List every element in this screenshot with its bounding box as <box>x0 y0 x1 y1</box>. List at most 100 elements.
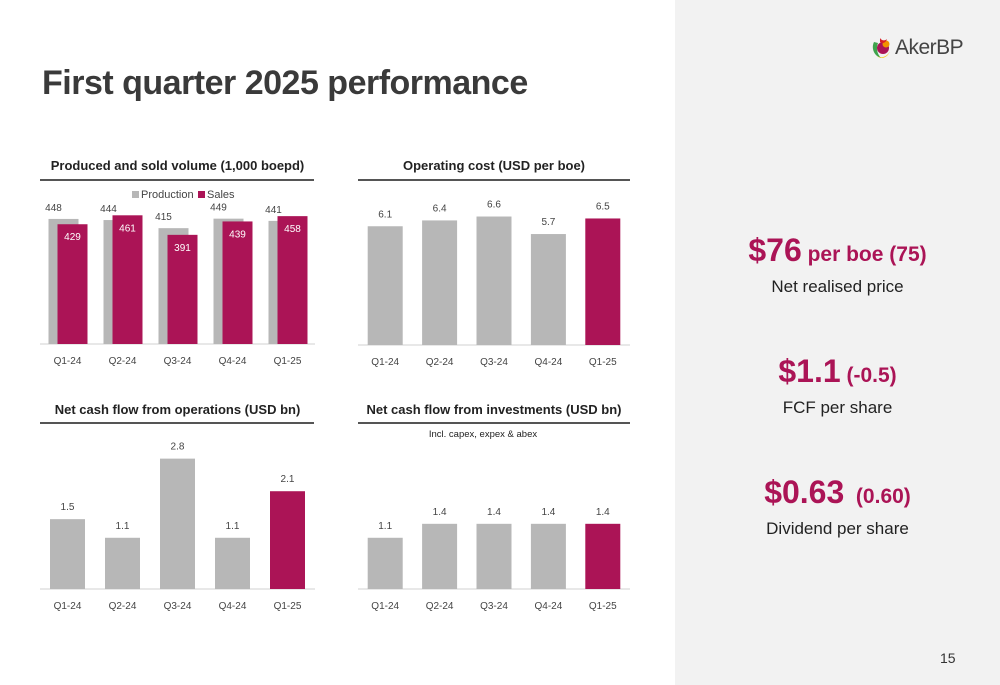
bar <box>530 234 566 345</box>
bar <box>367 537 403 589</box>
chart-opcost: 6.1 6.4 6.6 5.7 6.5 Q1-24 Q2-24 Q3-24 Q4-24 Q1-25 <box>358 200 630 368</box>
data-label: 1.1 <box>226 521 240 532</box>
data-label: 6.6 <box>487 200 501 211</box>
chart-title-cfo: Net cash flow from operations (USD bn) <box>54 402 301 417</box>
x-tick-label: Q1-25 <box>589 357 617 368</box>
data-label-production: 449 <box>210 203 227 214</box>
page-number: 15 <box>940 650 956 666</box>
x-tick-label: Q4-24 <box>535 601 563 612</box>
kpi-value-rest: (0.60) <box>844 485 911 508</box>
data-label-production: 441 <box>265 205 282 216</box>
bar <box>585 523 621 589</box>
kpi-value-rest: (-0.5) <box>840 364 897 387</box>
bar <box>422 523 458 589</box>
x-tick-label: Q1-25 <box>589 601 617 612</box>
akerbp-logo: AkerBP <box>870 36 964 60</box>
bar <box>422 220 458 345</box>
x-tick-label: Q1-25 <box>274 601 302 612</box>
x-tick-label: Q3-24 <box>164 601 192 612</box>
bar-sales <box>222 221 253 344</box>
x-tick-label: Q2-24 <box>109 601 137 612</box>
x-tick-label: Q1-24 <box>54 356 82 367</box>
chart-cfi: 1.1 1.4 1.4 1.4 1.4 Q1-24 Q2-24 Q3-24 Q4-24 Q1-25 <box>358 507 630 612</box>
bar <box>367 226 403 345</box>
data-label-sales: 429 <box>64 232 81 243</box>
data-label: 1.1 <box>378 521 392 532</box>
bar <box>215 537 250 589</box>
bar <box>585 218 621 345</box>
x-tick-label: Q1-25 <box>274 356 302 367</box>
kpi-value-main: $1.1 <box>778 353 841 389</box>
chart-rule-cfo <box>40 422 314 424</box>
kpi-fcf-per-share: $1.1 (-0.5) FCF per share <box>675 353 1000 418</box>
chart-rule-volume <box>40 179 314 181</box>
kpi-panel <box>675 0 1000 685</box>
data-label-sales: 391 <box>174 243 191 254</box>
chart-title-opcost: Operating cost (USD per boe) <box>402 158 586 173</box>
x-tick-label: Q1-24 <box>371 357 399 368</box>
data-label: 1.4 <box>541 507 555 518</box>
x-tick-label: Q3-24 <box>480 357 508 368</box>
data-label: 2.8 <box>171 442 185 453</box>
bar <box>530 523 566 589</box>
kpi-value-rest: per boe (75) <box>801 243 927 266</box>
data-label: 2.1 <box>281 474 295 485</box>
chart-title-volume: Produced and sold volume (1,000 boepd) <box>50 158 305 173</box>
legend-label-production: Production <box>141 189 194 201</box>
x-tick-label: Q4-24 <box>219 356 247 367</box>
kpi-label: FCF per share <box>782 398 893 417</box>
bar <box>476 523 512 589</box>
chart-subtitle-cfi: Incl. capex, expex & abex <box>428 429 538 440</box>
x-tick-label: Q1-24 <box>54 601 82 612</box>
bar-sales <box>112 215 143 344</box>
data-label: 1.4 <box>433 507 447 518</box>
data-label: 1.4 <box>596 507 610 518</box>
bar-sales <box>167 234 198 344</box>
kpi-net-realised-price: $76 per boe (75) Net realised price <box>675 232 1000 297</box>
x-tick-label: Q2-24 <box>109 356 137 367</box>
legend-label-sales: Sales <box>207 189 235 201</box>
x-tick-label: Q3-24 <box>164 356 192 367</box>
data-label: 1.4 <box>487 507 501 518</box>
chart-volume: 448 444 415 449 441 429 461 391 439 458 Production… <box>40 189 315 367</box>
bar <box>50 519 85 589</box>
akerbp-logo-icon <box>872 38 890 58</box>
data-label-sales: 458 <box>284 224 301 235</box>
chart-rule-cfi <box>358 422 630 424</box>
kpi-dividend-per-share: $0.63 (0.60) Dividend per share <box>675 474 1000 539</box>
x-tick-label: Q1-24 <box>371 601 399 612</box>
bar-sales <box>57 224 88 344</box>
data-label: 6.4 <box>433 203 447 214</box>
data-label: 1.1 <box>116 521 130 532</box>
bar <box>105 537 140 589</box>
x-tick-label: Q3-24 <box>480 601 508 612</box>
bar-sales <box>277 216 308 344</box>
data-label: 5.7 <box>541 217 555 228</box>
x-tick-label: Q4-24 <box>535 357 563 368</box>
kpi-label: Dividend per share <box>766 519 909 538</box>
x-tick-label: Q4-24 <box>219 601 247 612</box>
legend-swatch-production <box>132 191 139 198</box>
kpi-label: Net realised price <box>771 277 904 296</box>
bar <box>270 491 305 589</box>
logo-text: AkerBP <box>895 36 964 59</box>
legend-swatch-sales <box>198 191 205 198</box>
data-label: 1.5 <box>61 502 75 513</box>
x-tick-label: Q2-24 <box>426 601 454 612</box>
bar <box>476 216 512 345</box>
data-label-production: 415 <box>155 212 172 223</box>
kpi-value-main: $76 <box>748 232 802 268</box>
bar <box>160 458 195 589</box>
kpi-value-main: $0.63 <box>764 474 845 510</box>
page-title: First quarter 2025 performance <box>42 64 528 102</box>
data-label: 6.5 <box>596 201 610 212</box>
data-label: 6.1 <box>378 209 392 220</box>
data-label-sales: 439 <box>229 229 246 240</box>
chart-cfo: 1.5 1.1 2.8 1.1 2.1 Q1-24 Q2-24 Q3-24 Q4-24 Q1-25 <box>40 442 315 612</box>
x-tick-label: Q2-24 <box>426 357 454 368</box>
chart-title-cfi: Net cash flow from investments (USD bn) <box>366 402 622 417</box>
data-label-production: 448 <box>45 203 62 214</box>
data-label-production: 444 <box>100 204 117 215</box>
chart-rule-opcost <box>358 179 630 181</box>
data-label-sales: 461 <box>119 223 136 234</box>
